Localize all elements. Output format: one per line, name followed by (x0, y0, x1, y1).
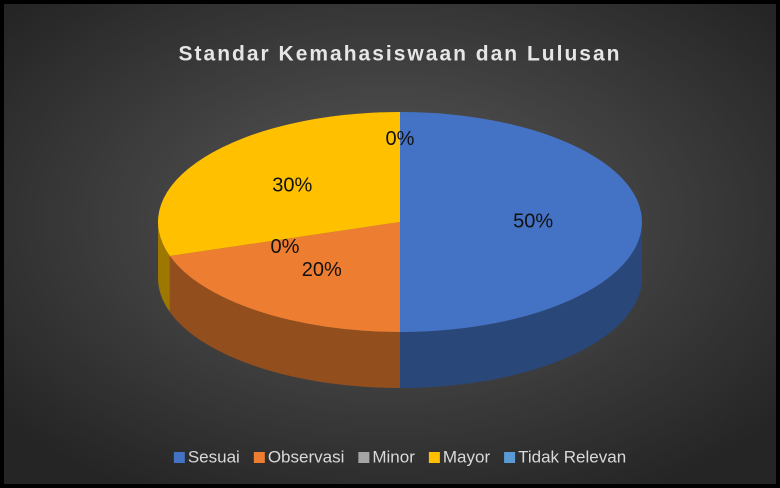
legend-swatch (173, 452, 185, 463)
legend-swatch (428, 452, 440, 463)
data-label: 50% (513, 210, 553, 232)
slice (400, 112, 642, 332)
data-label: 0% (270, 236, 299, 258)
slice-side (169, 255, 400, 388)
legend-label: Observasi (268, 447, 345, 466)
legend-swatch (504, 452, 516, 463)
legend-swatch (253, 452, 265, 463)
slice (157, 112, 400, 256)
chart-title: Standar Kemahasiswaan dan Lulusan (179, 43, 622, 66)
data-label: 30% (272, 175, 312, 197)
legend-label: Tidak Relevan (518, 447, 626, 466)
legend-swatch (358, 452, 370, 463)
data-label: 20% (302, 259, 342, 281)
slice-side (400, 222, 642, 388)
legend-label: Mayor (443, 447, 491, 466)
data-label: 0% (386, 128, 415, 150)
slice (169, 222, 400, 332)
slice-side (158, 222, 170, 312)
legend-label: Sesuai (188, 447, 240, 466)
legend-label: Minor (372, 447, 415, 466)
